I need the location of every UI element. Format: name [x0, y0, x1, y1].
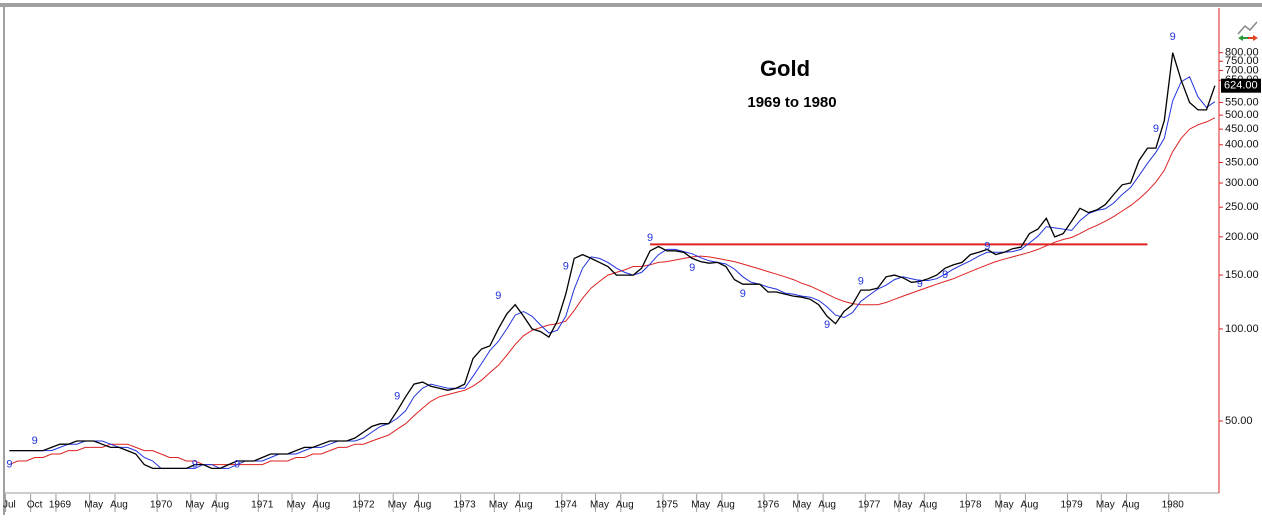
- y-tick-label: 150.00: [1225, 269, 1259, 281]
- icon-line: [1237, 21, 1258, 35]
- y-tick-label: 200.00: [1225, 231, 1259, 243]
- annotation: 9: [394, 391, 400, 403]
- x-tick-label: Aug: [110, 500, 128, 511]
- x-tick-label: Oct: [27, 500, 43, 511]
- x-tick-label: May: [489, 500, 508, 511]
- x-tick-label: May: [1096, 500, 1115, 511]
- x-tick-label: Aug: [616, 500, 634, 511]
- x-tick-label: 1970: [150, 500, 173, 511]
- annotation: 9: [984, 240, 990, 252]
- annotation: 9: [32, 435, 38, 447]
- x-tick-label: Aug: [818, 500, 836, 511]
- x-tick-label: Aug: [211, 500, 229, 511]
- y-tick-label: 50.00: [1225, 415, 1253, 427]
- y-tick-label: 750.00: [1225, 55, 1259, 67]
- y-tick-label: 350.00: [1225, 156, 1259, 168]
- toolbar-icon[interactable]: [1237, 21, 1258, 41]
- y-tick-label: 550.00: [1225, 96, 1259, 108]
- annotation: 9: [917, 278, 923, 290]
- x-tick-label: 1969: [49, 500, 72, 511]
- x-tick-label: May: [287, 500, 306, 511]
- chart-title: Gold: [760, 56, 810, 81]
- x-tick-label: Aug: [414, 500, 432, 511]
- x-tick-label: 1972: [352, 500, 375, 511]
- x-tick-label: May: [185, 500, 204, 511]
- x-tick-label: 1973: [453, 500, 476, 511]
- x-tick-label: Aug: [717, 500, 735, 511]
- annotation: 9: [824, 319, 830, 331]
- annotation: 9: [192, 459, 198, 471]
- annotation: 9: [647, 232, 653, 244]
- annotation: 9: [495, 290, 501, 302]
- x-tick-label: Jul: [3, 500, 16, 511]
- x-tick-label: Aug: [312, 500, 330, 511]
- price-line: [9, 52, 1216, 470]
- y-tick-label: 300.00: [1225, 177, 1259, 189]
- annotation: 9: [563, 260, 569, 272]
- x-tick-label: 1974: [555, 500, 578, 511]
- y-tick-label: 250.00: [1225, 201, 1259, 213]
- x-tick-label: Aug: [919, 500, 937, 511]
- annotation: 9: [942, 269, 948, 281]
- top-border: [0, 3, 1262, 7]
- icon-arrow-left: [1238, 35, 1248, 41]
- last-value-label: 624.00: [1224, 80, 1258, 92]
- y-tick-label: 400.00: [1225, 139, 1259, 151]
- x-tick-label: 1979: [1060, 500, 1083, 511]
- annotation: 9: [1170, 31, 1176, 43]
- chart-subtitle: 1969 to 1980: [747, 94, 836, 111]
- x-tick-label: 1975: [656, 500, 679, 511]
- annotation: 9: [689, 262, 695, 274]
- y-tick-label: 500.00: [1225, 109, 1259, 121]
- x-tick-label: Aug: [1122, 500, 1140, 511]
- y-tick-label: 100.00: [1225, 323, 1259, 335]
- annotation: 9: [234, 459, 240, 471]
- price-line: [9, 76, 1216, 469]
- x-tick-label: May: [894, 500, 913, 511]
- x-tick-label: May: [84, 500, 103, 511]
- left-border: [3, 3, 5, 515]
- x-tick-label: May: [995, 500, 1014, 511]
- y-tick-label: 450.00: [1225, 123, 1259, 135]
- x-tick-label: 1980: [1162, 500, 1185, 511]
- x-tick-label: 1978: [959, 500, 982, 511]
- icon-arrow-right: [1248, 35, 1258, 41]
- annotation: 9: [6, 459, 12, 471]
- y-tick-label: 800.00: [1225, 47, 1259, 59]
- x-tick-label: Aug: [515, 500, 533, 511]
- x-tick-label: May: [388, 500, 407, 511]
- x-tick-label: May: [590, 500, 609, 511]
- x-tick-label: May: [691, 500, 710, 511]
- x-tick-label: May: [792, 500, 811, 511]
- annotation: 9: [858, 275, 864, 287]
- x-tick-label: 1971: [251, 500, 274, 511]
- annotation: 9: [740, 288, 746, 300]
- last-value-box: [1221, 78, 1261, 93]
- y-tick-label: 700.00: [1225, 64, 1259, 76]
- x-tick-label: 1976: [757, 500, 780, 511]
- x-tick-label: 1977: [858, 500, 881, 511]
- x-tick-label: Aug: [1021, 500, 1039, 511]
- annotation: 9: [1153, 123, 1159, 135]
